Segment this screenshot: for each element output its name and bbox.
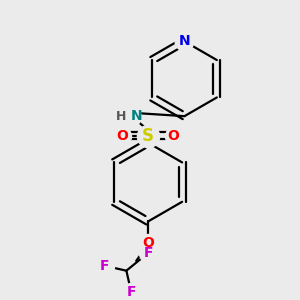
- Text: S: S: [142, 127, 154, 145]
- Text: N: N: [178, 34, 190, 48]
- Text: O: O: [142, 236, 154, 250]
- Text: F: F: [100, 259, 110, 273]
- Text: F: F: [127, 285, 136, 299]
- Text: O: O: [116, 129, 128, 143]
- Text: O: O: [168, 129, 180, 143]
- Text: F: F: [143, 246, 153, 260]
- Text: N: N: [130, 109, 142, 123]
- Text: H: H: [116, 110, 126, 123]
